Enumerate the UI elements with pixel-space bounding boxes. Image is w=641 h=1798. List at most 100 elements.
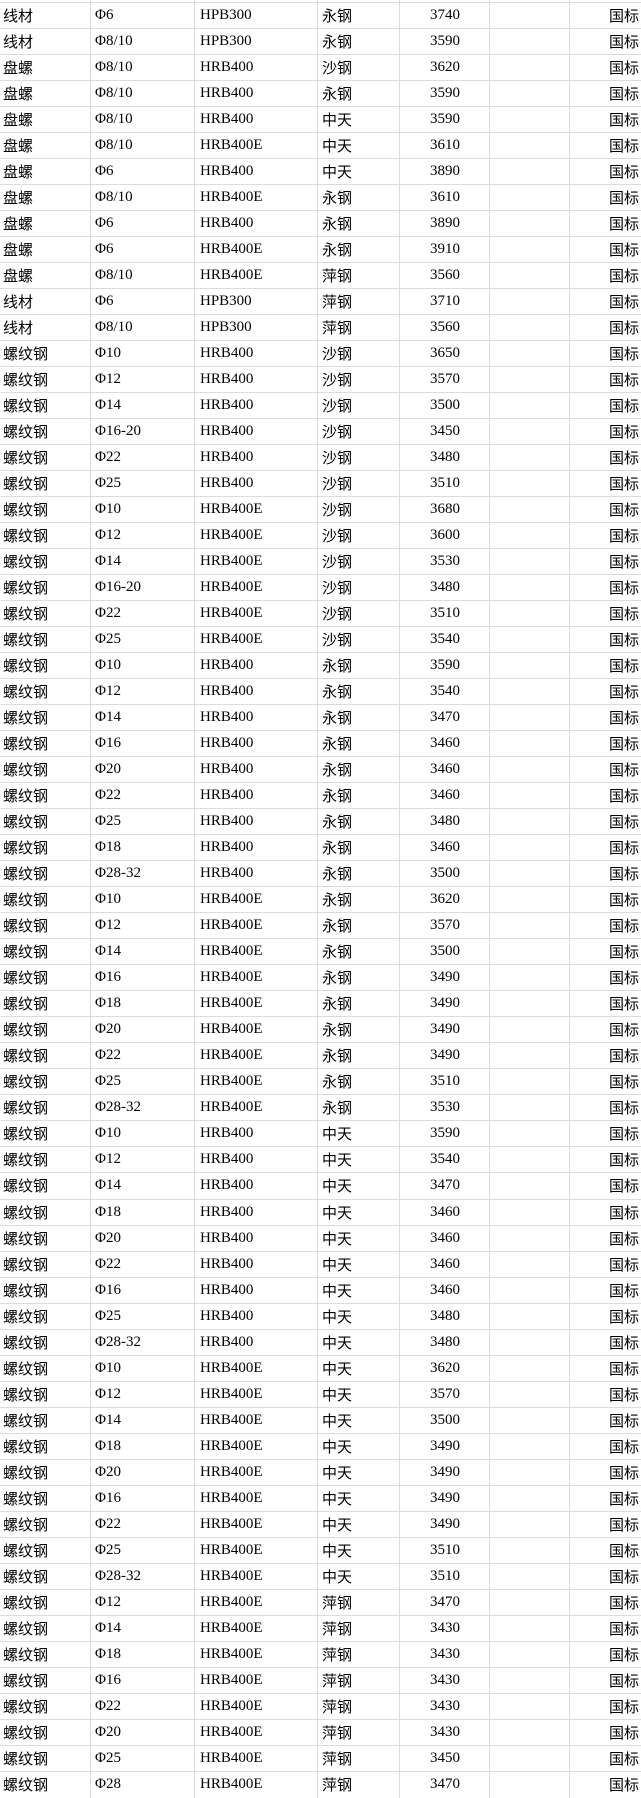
product-cell[interactable]: 螺纹钢 <box>3 1387 49 1404</box>
standard-cell[interactable]: 国标 <box>608 476 639 493</box>
grade-cell[interactable]: HRB400 <box>200 1151 254 1168</box>
empty-cell[interactable] <box>490 81 570 106</box>
spec-cell[interactable]: Φ18 <box>95 1203 121 1220</box>
mill-cell[interactable]: 永钢 <box>322 919 353 936</box>
spec-cell[interactable]: Φ25 <box>95 474 121 491</box>
standard-cell[interactable]: 国标 <box>608 971 639 988</box>
price-cell[interactable]: 3500 <box>430 396 460 413</box>
mill-cell[interactable]: 中天 <box>322 1491 353 1508</box>
product-cell[interactable]: 螺纹钢 <box>3 945 49 962</box>
empty-cell[interactable] <box>490 1278 570 1303</box>
spec-cell[interactable]: Φ6 <box>95 240 114 257</box>
empty-cell[interactable] <box>490 1616 570 1641</box>
empty-cell[interactable] <box>490 939 570 964</box>
product-cell[interactable]: 螺纹钢 <box>3 1465 49 1482</box>
spec-cell[interactable]: Φ20 <box>95 1723 121 1740</box>
grade-cell[interactable]: HRB400E <box>200 1437 263 1454</box>
standard-cell[interactable]: 国标 <box>608 1751 639 1768</box>
price-cell[interactable]: 3480 <box>430 813 460 830</box>
mill-cell[interactable]: 永钢 <box>322 789 353 806</box>
price-cell[interactable]: 3510 <box>430 605 460 621</box>
mill-cell[interactable]: 永钢 <box>322 815 353 832</box>
grade-cell[interactable]: HRB400E <box>200 1489 263 1506</box>
spec-cell[interactable]: Φ10 <box>95 657 121 674</box>
standard-cell[interactable]: 国标 <box>608 1778 639 1795</box>
spec-cell[interactable]: Φ22 <box>95 605 121 621</box>
empty-cell[interactable] <box>490 393 570 418</box>
mill-cell[interactable]: 中天 <box>322 1283 353 1300</box>
price-cell[interactable]: 3430 <box>430 1645 460 1662</box>
grade-cell[interactable]: HRB400 <box>200 162 254 179</box>
empty-cell[interactable] <box>490 731 570 756</box>
grade-cell[interactable]: HRB400 <box>200 813 254 830</box>
grade-cell[interactable]: HRB400 <box>200 214 254 231</box>
grade-cell[interactable]: HRB400E <box>200 1671 263 1688</box>
price-cell[interactable]: 3680 <box>430 500 460 517</box>
mill-cell[interactable]: 沙钢 <box>322 554 353 571</box>
empty-cell[interactable] <box>490 1746 570 1771</box>
price-cell[interactable]: 3620 <box>430 58 460 75</box>
empty-cell[interactable] <box>490 471 570 496</box>
empty-cell[interactable] <box>490 185 570 210</box>
standard-cell[interactable]: 国标 <box>608 633 639 650</box>
product-cell[interactable]: 螺纹钢 <box>3 1543 49 1560</box>
mill-cell[interactable]: 中天 <box>322 164 353 181</box>
product-cell[interactable]: 螺纹钢 <box>3 502 49 519</box>
spec-cell[interactable]: Φ25 <box>95 813 121 830</box>
mill-cell[interactable]: 萍钢 <box>322 1778 353 1795</box>
empty-cell[interactable] <box>490 1772 570 1798</box>
spec-cell[interactable]: Φ12 <box>95 1385 121 1402</box>
empty-cell[interactable] <box>490 861 570 886</box>
standard-cell[interactable]: 国标 <box>608 1439 639 1456</box>
price-cell[interactable]: 3430 <box>430 1671 460 1688</box>
grade-cell[interactable]: HRB400 <box>200 84 254 101</box>
grade-cell[interactable]: HRB400E <box>200 1073 263 1090</box>
empty-cell[interactable] <box>490 1226 570 1251</box>
standard-cell[interactable]: 国标 <box>608 34 639 51</box>
standard-cell[interactable]: 国标 <box>608 1205 639 1222</box>
price-cell[interactable]: 3530 <box>430 552 460 569</box>
mill-cell[interactable]: 永钢 <box>322 1075 353 1092</box>
standard-cell[interactable]: 国标 <box>608 1517 639 1534</box>
spec-cell[interactable]: Φ16 <box>95 1671 121 1688</box>
spec-cell[interactable]: Φ22 <box>95 1047 121 1064</box>
price-cell[interactable]: 3490 <box>430 1489 460 1506</box>
product-cell[interactable]: 螺纹钢 <box>3 554 49 571</box>
empty-cell[interactable] <box>490 1538 570 1563</box>
spec-cell[interactable]: Φ8/10 <box>95 318 133 335</box>
mill-cell[interactable]: 中天 <box>322 1517 353 1534</box>
grade-cell[interactable]: HPB300 <box>200 32 252 49</box>
mill-cell[interactable]: 永钢 <box>322 867 353 884</box>
price-cell[interactable]: 3480 <box>430 1307 460 1324</box>
grade-cell[interactable]: HRB400E <box>200 1619 263 1636</box>
empty-cell[interactable] <box>490 1642 570 1667</box>
product-cell[interactable]: 螺纹钢 <box>3 1725 49 1742</box>
price-cell[interactable]: 3470 <box>430 1177 460 1194</box>
standard-cell[interactable]: 国标 <box>608 919 639 936</box>
empty-cell[interactable] <box>490 1486 570 1511</box>
price-cell[interactable]: 3560 <box>430 318 460 335</box>
product-cell[interactable]: 盘螺 <box>3 164 34 181</box>
price-cell[interactable]: 3570 <box>430 917 460 934</box>
mill-cell[interactable]: 中天 <box>322 1205 353 1222</box>
spec-cell[interactable]: Φ12 <box>95 1151 121 1168</box>
empty-cell[interactable] <box>490 965 570 990</box>
empty-cell[interactable] <box>490 211 570 236</box>
empty-cell[interactable] <box>490 549 570 574</box>
spec-cell[interactable]: Φ6 <box>95 6 114 23</box>
mill-cell[interactable]: 沙钢 <box>322 580 353 597</box>
spec-cell[interactable]: Φ14 <box>95 1619 121 1636</box>
grade-cell[interactable]: HRB400 <box>200 735 254 752</box>
standard-cell[interactable]: 国标 <box>608 528 639 545</box>
price-cell[interactable]: 3460 <box>430 839 460 856</box>
product-cell[interactable]: 螺纹钢 <box>3 1101 49 1118</box>
spec-cell[interactable]: Φ14 <box>95 1411 121 1428</box>
empty-cell[interactable] <box>490 1512 570 1537</box>
price-cell[interactable]: 3470 <box>430 1776 460 1793</box>
grade-cell[interactable]: HRB400E <box>200 969 263 986</box>
mill-cell[interactable]: 萍钢 <box>322 320 353 337</box>
mill-cell[interactable]: 永钢 <box>322 34 353 51</box>
empty-cell[interactable] <box>490 29 570 54</box>
product-cell[interactable]: 螺纹钢 <box>3 685 49 702</box>
grade-cell[interactable]: HRB400 <box>200 683 254 700</box>
